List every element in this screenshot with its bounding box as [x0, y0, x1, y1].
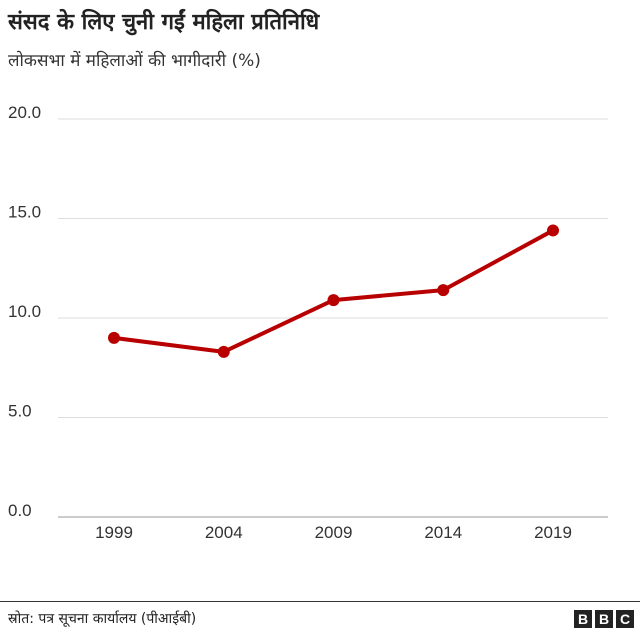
data-point: [547, 224, 559, 237]
series-women-share: [108, 224, 559, 358]
data-point: [437, 284, 450, 297]
gridlines: [58, 118, 608, 518]
data-point: [108, 331, 120, 344]
y-tick-label: 20.0: [8, 103, 41, 122]
chart-subtitle: लोकसभा में महिलाओं की भागीदारी (%): [8, 51, 261, 71]
x-axis-ticks: 1999 2004 2009 2014 2019: [95, 523, 572, 542]
footer-divider: [0, 601, 640, 602]
x-tick-label: 2014: [424, 523, 462, 542]
x-tick-label: 2019: [534, 523, 572, 542]
x-tick-label: 1999: [95, 523, 133, 542]
source-note: स्रोत: पत्र सूचना कार्यालय (पीआईबी): [8, 611, 197, 627]
logo-letter-c: C: [616, 610, 634, 628]
chart-title: संसद के लिए चुनी गईं महिला प्रतिनिधि: [8, 10, 320, 35]
y-tick-label: 5.0: [8, 402, 32, 421]
logo-letter-b2: B: [595, 610, 613, 628]
y-tick-label: 15.0: [8, 203, 41, 222]
data-point: [217, 345, 230, 358]
y-axis-ticks: 0.0 5.0 10.0 15.0 20.0: [8, 103, 41, 520]
y-tick-label: 0.0: [8, 501, 32, 520]
bbc-logo: B B C: [574, 610, 634, 628]
y-tick-label: 10.0: [8, 302, 41, 321]
logo-letter-b1: B: [574, 610, 592, 628]
series-line: [113, 228, 554, 354]
line-chart: 0.0 5.0 10.0 15.0 20.0 1999 2004 2009 2014 2019: [8, 103, 608, 542]
data-point: [327, 294, 340, 307]
x-tick-label: 2004: [205, 523, 243, 542]
x-tick-label: 2009: [315, 523, 353, 542]
